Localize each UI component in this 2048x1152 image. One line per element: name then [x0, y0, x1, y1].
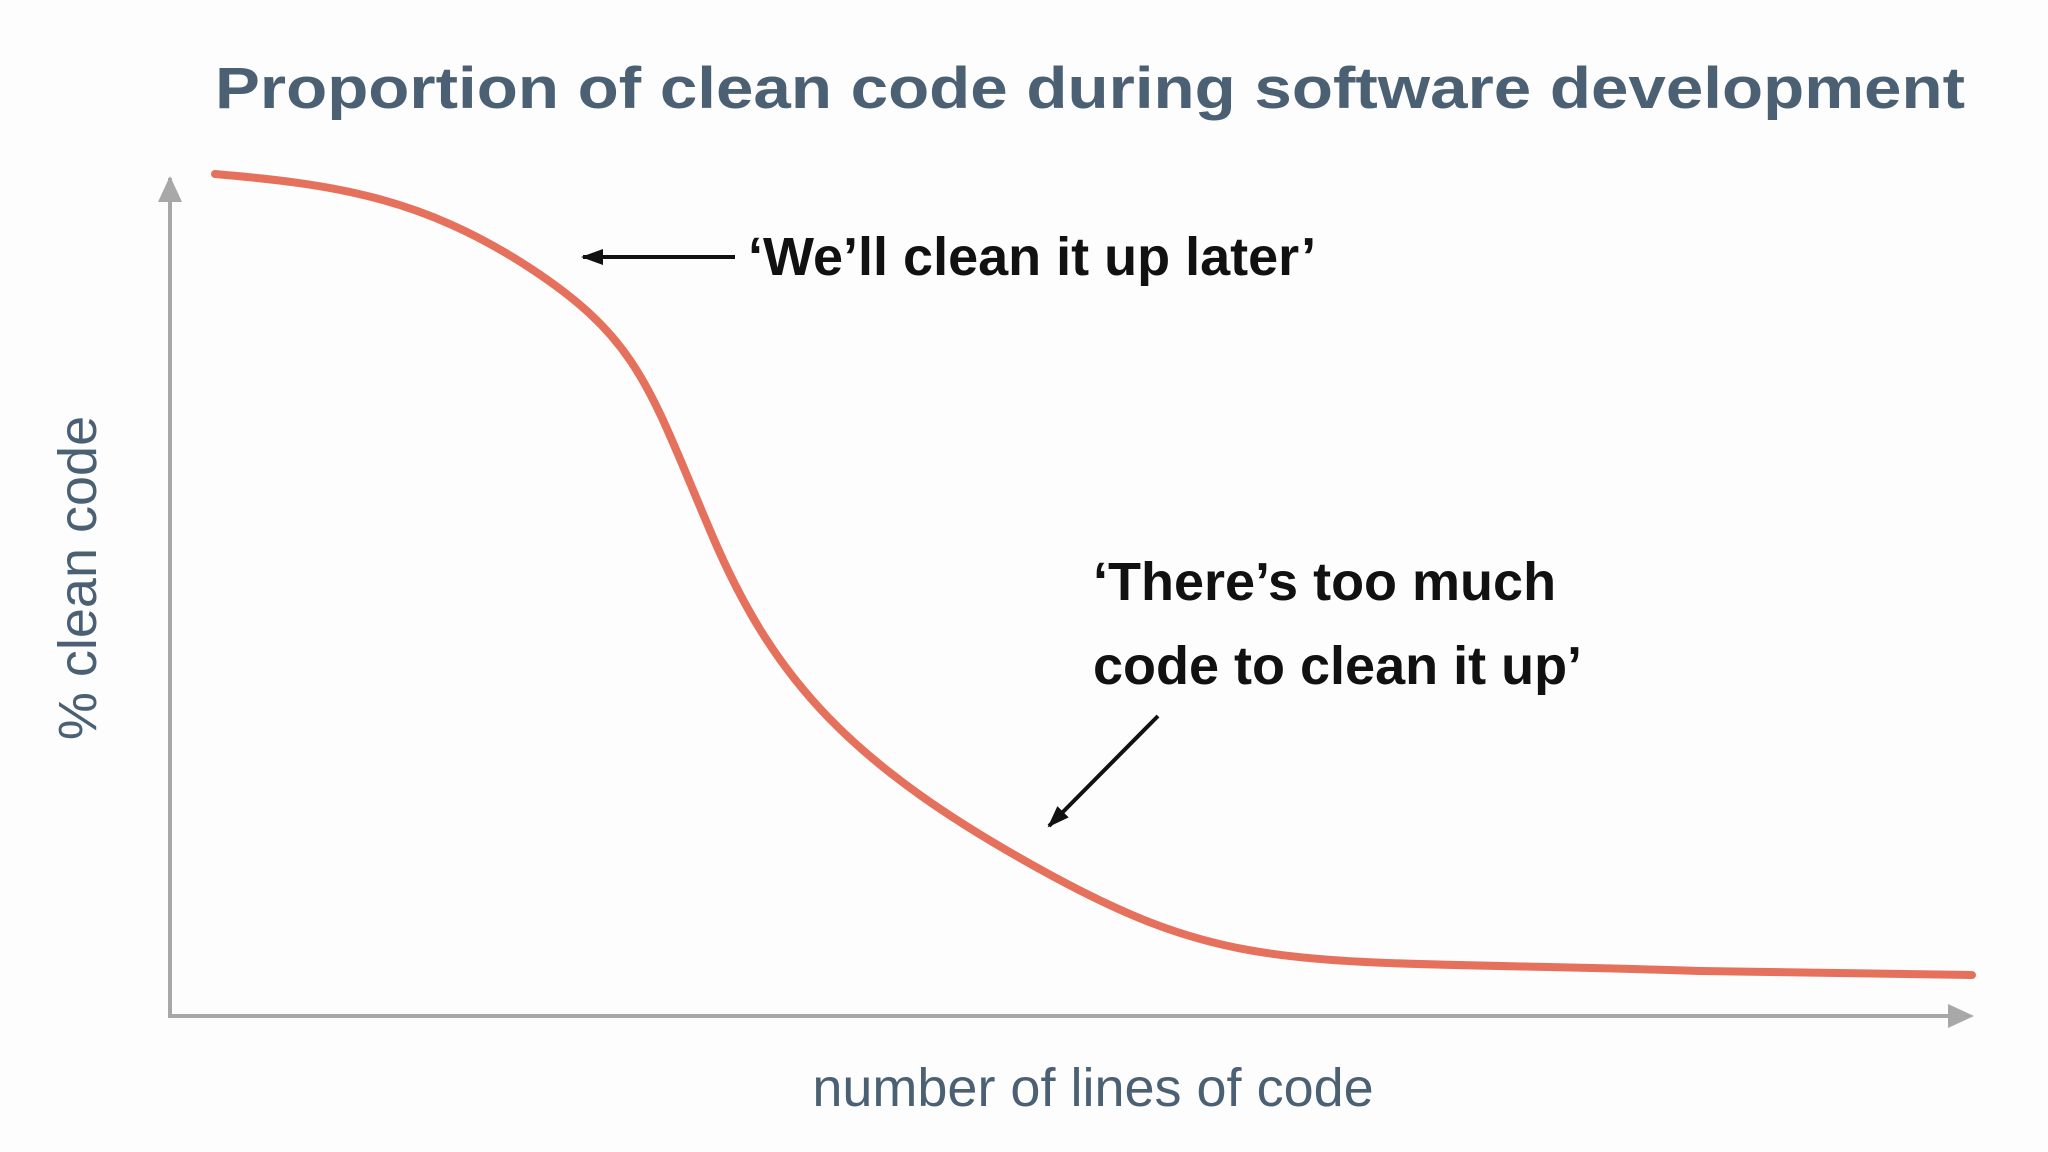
annotation: ‘There’s too much [1093, 552, 1556, 612]
x-axis-label: number of lines of code [812, 1058, 1373, 1118]
title: Proportion of clean code during software… [215, 56, 1965, 121]
y-axis-arrowhead [158, 176, 182, 202]
y-axis-label: % clean code [48, 416, 108, 740]
x-axis-arrowhead [1948, 1004, 1974, 1028]
annotation-arrow [1047, 714, 1160, 828]
annotation: code to clean it up’ [1093, 636, 1582, 696]
annotation: ‘We’ll clean it up later’ [748, 227, 1316, 287]
clean-code-curve [211, 170, 1976, 979]
